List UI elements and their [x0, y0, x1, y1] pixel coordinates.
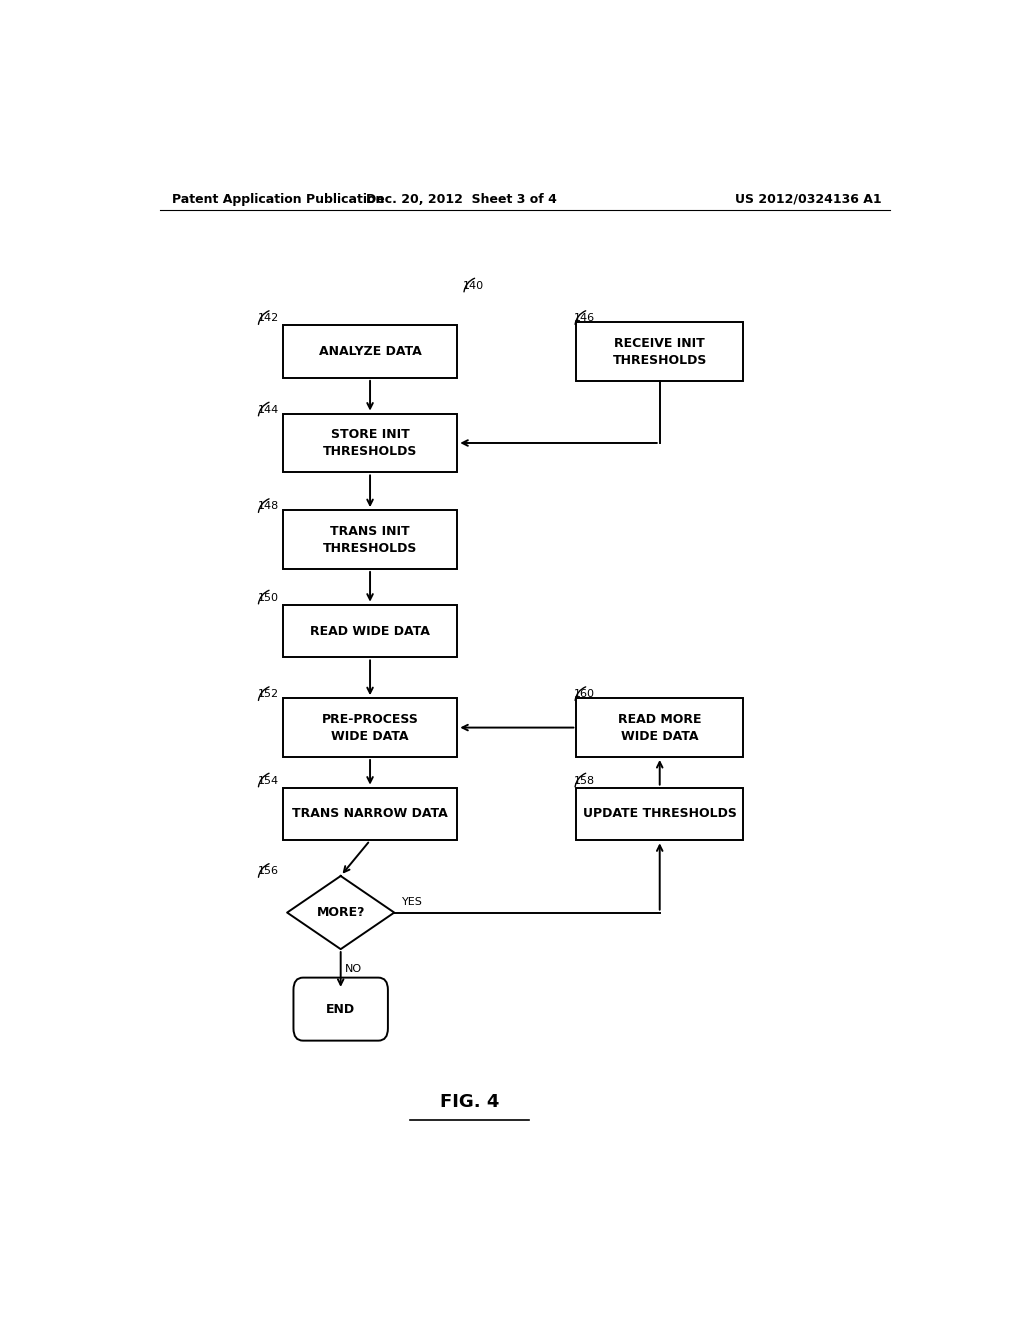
Text: US 2012/0324136 A1: US 2012/0324136 A1 — [735, 193, 882, 206]
FancyBboxPatch shape — [577, 698, 743, 758]
Text: UPDATE THRESHOLDS: UPDATE THRESHOLDS — [583, 808, 736, 821]
Text: NO: NO — [345, 965, 361, 974]
FancyBboxPatch shape — [283, 510, 458, 569]
Text: MORE?: MORE? — [316, 906, 365, 919]
Text: 158: 158 — [574, 776, 595, 785]
Text: 152: 152 — [257, 689, 279, 700]
Text: STORE INIT
THRESHOLDS: STORE INIT THRESHOLDS — [323, 428, 417, 458]
Text: END: END — [326, 1003, 355, 1015]
Text: 140: 140 — [463, 281, 484, 290]
Text: Patent Application Publication: Patent Application Publication — [172, 193, 384, 206]
FancyBboxPatch shape — [577, 322, 743, 381]
Text: 146: 146 — [574, 313, 595, 323]
FancyBboxPatch shape — [283, 788, 458, 841]
Text: READ MORE
WIDE DATA: READ MORE WIDE DATA — [617, 713, 701, 743]
Text: 144: 144 — [257, 404, 279, 414]
Text: ANALYZE DATA: ANALYZE DATA — [318, 345, 422, 358]
Text: 154: 154 — [257, 776, 279, 785]
Text: 150: 150 — [257, 593, 279, 602]
Text: READ WIDE DATA: READ WIDE DATA — [310, 624, 430, 638]
Text: TRANS NARROW DATA: TRANS NARROW DATA — [292, 808, 447, 821]
FancyBboxPatch shape — [294, 978, 388, 1040]
Text: 156: 156 — [257, 866, 279, 876]
FancyBboxPatch shape — [577, 788, 743, 841]
FancyBboxPatch shape — [283, 325, 458, 378]
Text: 160: 160 — [574, 689, 595, 700]
Text: YES: YES — [402, 898, 423, 907]
Text: Dec. 20, 2012  Sheet 3 of 4: Dec. 20, 2012 Sheet 3 of 4 — [366, 193, 557, 206]
Text: FIG. 4: FIG. 4 — [439, 1093, 499, 1110]
FancyBboxPatch shape — [283, 698, 458, 758]
Text: 148: 148 — [257, 502, 279, 511]
Text: TRANS INIT
THRESHOLDS: TRANS INIT THRESHOLDS — [323, 524, 417, 554]
FancyBboxPatch shape — [283, 413, 458, 473]
Polygon shape — [287, 876, 394, 949]
Text: PRE-PROCESS
WIDE DATA: PRE-PROCESS WIDE DATA — [322, 713, 419, 743]
FancyBboxPatch shape — [283, 605, 458, 657]
Text: RECEIVE INIT
THRESHOLDS: RECEIVE INIT THRESHOLDS — [612, 337, 707, 367]
Text: 142: 142 — [257, 313, 279, 323]
